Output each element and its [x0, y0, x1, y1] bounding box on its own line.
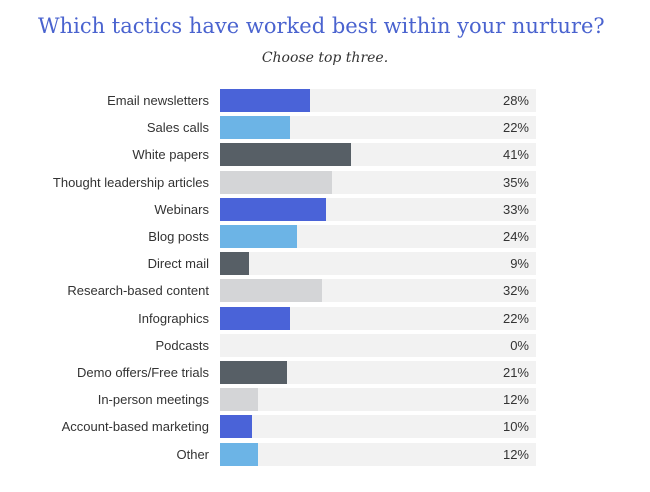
- category-label: White papers: [132, 147, 209, 163]
- bar-track: [220, 306, 536, 330]
- bar: [220, 279, 323, 303]
- bar-row: Demo offers/Free trials 21%: [0, 361, 650, 384]
- bar-track: [220, 333, 536, 357]
- bar: [220, 143, 352, 167]
- category-label: Webinars: [154, 201, 209, 217]
- bar-row: Webinars 33%: [0, 197, 650, 221]
- value-label: 35%: [502, 174, 529, 190]
- bar-row: Podcasts 0%: [0, 333, 650, 357]
- value-label: 0%: [510, 337, 529, 353]
- bar: [220, 170, 332, 194]
- value-label: 10%: [502, 419, 529, 435]
- value-label: 28%: [502, 93, 529, 108]
- bar: [220, 89, 310, 112]
- bar: [220, 197, 326, 221]
- value-label: 9%: [510, 256, 529, 272]
- bar: [220, 361, 288, 384]
- category-label: Email newsletters: [107, 93, 209, 108]
- bar-track: [220, 170, 536, 194]
- bar-row: Email newsletters 28%: [0, 89, 650, 112]
- bar-row: White papers 41%: [0, 143, 650, 167]
- bar-row: In-person meetings 12%: [0, 388, 650, 412]
- bar-track: [220, 361, 536, 384]
- bar-track: [220, 89, 536, 112]
- value-label: 33%: [502, 201, 529, 217]
- bar: [220, 225, 297, 248]
- value-label: 24%: [502, 229, 529, 244]
- bar-track: [220, 388, 536, 412]
- value-label: 22%: [502, 310, 529, 326]
- category-label: Research-based content: [67, 283, 209, 299]
- value-label: 41%: [502, 147, 529, 163]
- category-label: Demo offers/Free trials: [77, 365, 209, 380]
- bar-track: [220, 252, 536, 276]
- category-label: Other: [176, 446, 209, 462]
- bar-track: [220, 225, 536, 248]
- value-label: 12%: [502, 446, 529, 462]
- category-label: Podcasts: [155, 337, 209, 353]
- category-label: Infographics: [138, 310, 209, 326]
- bar-row: Infographics 22%: [0, 306, 650, 330]
- value-label: 12%: [502, 392, 529, 408]
- bar: [220, 252, 249, 276]
- bar-row: Direct mail 9%: [0, 252, 650, 276]
- value-label: 32%: [502, 283, 529, 299]
- chart-subtitle: Choose top three.: [261, 50, 389, 66]
- bar-track: [220, 197, 536, 221]
- category-label: Direct mail: [147, 256, 209, 272]
- value-label: 21%: [502, 365, 529, 380]
- bar: [220, 388, 259, 412]
- bar: [220, 415, 252, 439]
- bar-track: [220, 415, 536, 439]
- bar: [220, 116, 291, 140]
- category-label: Thought leadership articles: [52, 174, 209, 190]
- bar-row: Research-based content 32%: [0, 279, 650, 303]
- bar-track: [220, 442, 536, 466]
- bar: [220, 442, 259, 466]
- bar-row: Thought leadership articles 35%: [0, 170, 650, 194]
- chart-title: Which tactics have worked best within yo…: [38, 14, 605, 38]
- bar-row: Other 12%: [0, 442, 650, 466]
- bar: [220, 306, 291, 330]
- bar-track: [220, 279, 536, 303]
- bar-track: [220, 116, 536, 140]
- category-label: Sales calls: [146, 120, 209, 136]
- category-label: Account-based marketing: [61, 419, 209, 435]
- category-label: Blog posts: [148, 229, 209, 244]
- value-label: 22%: [502, 120, 529, 136]
- bar-row: Sales calls 22%: [0, 116, 650, 140]
- bar-row: Blog posts 24%: [0, 225, 650, 248]
- bar-track: [220, 143, 536, 167]
- bar-row: Account-based marketing 10%: [0, 415, 650, 439]
- category-label: In-person meetings: [97, 392, 209, 408]
